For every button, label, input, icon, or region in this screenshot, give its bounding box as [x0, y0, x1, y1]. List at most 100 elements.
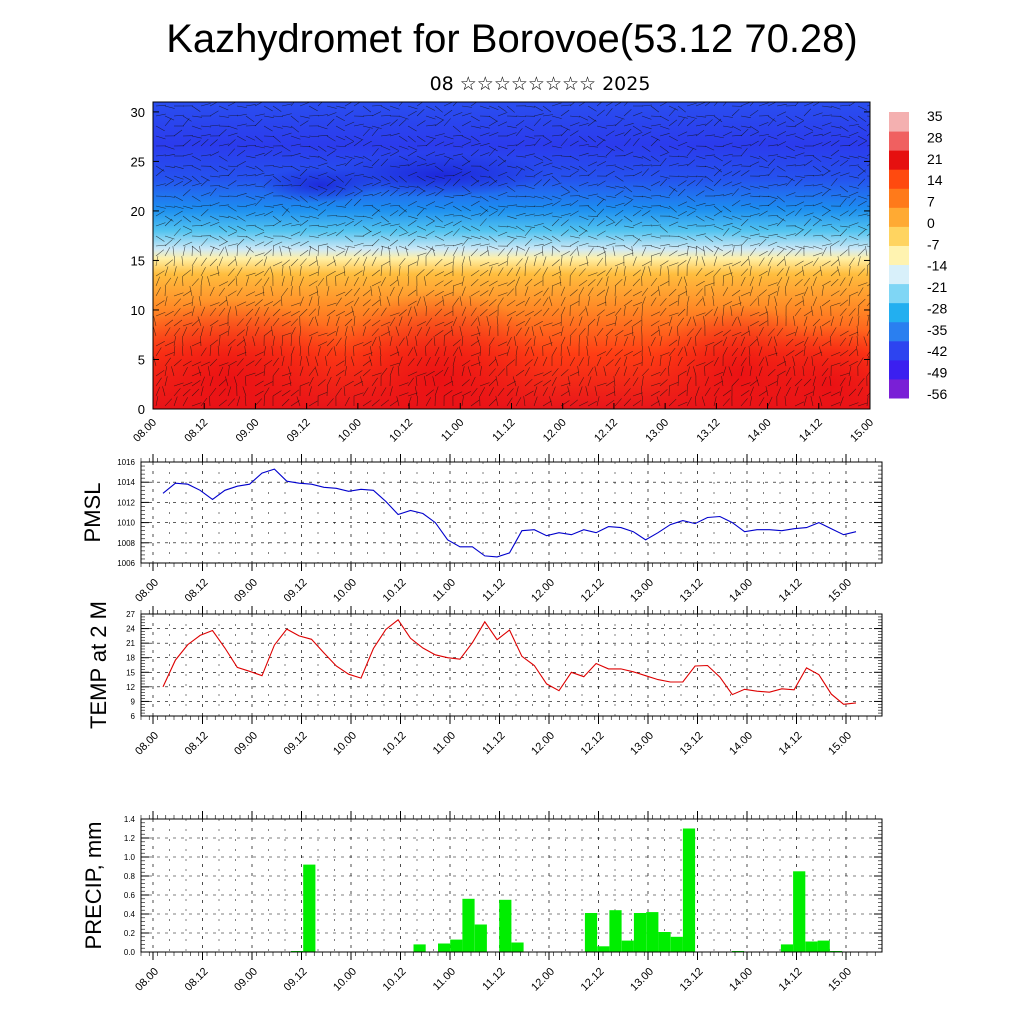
precip-chart-xtick-label: 11.00: [431, 966, 458, 993]
crosssection-xtick-label: 10.00: [336, 417, 364, 445]
precip-chart-bar: [682, 828, 696, 952]
temp-chart-ytick-label: 27: [126, 610, 135, 619]
temp-chart-xtick-label: 13.00: [628, 730, 656, 758]
crosssection-ytick-label: 20: [131, 204, 145, 219]
temp-chart: 6 9 12 15 18 21 24 27 08.00 08.12 09.00 09.12 10.00 1…: [86, 601, 883, 758]
pmsl-chart-xtick-label: 11.00: [431, 577, 458, 604]
crosssection-ytick-label: 0: [138, 402, 145, 417]
colorbar-swatch: [889, 340, 909, 361]
temp-chart-series-line: [162, 619, 857, 705]
pmsl-chart-xtick-label: 09.00: [232, 577, 260, 605]
crosssection-xtick-label: 12.12: [592, 417, 620, 445]
pmsl-chart-xtick-label: 13.12: [678, 577, 706, 605]
precip-chart-bar: [670, 936, 683, 952]
temp-chart-xtick-label: 14.12: [777, 730, 805, 758]
precip-chart-xtick-label: 15.00: [826, 966, 854, 994]
temp-chart-xtick-label: 09.00: [232, 730, 260, 758]
temp-chart-frame: [140, 613, 883, 717]
crosssection-xtick-label: 08.12: [182, 417, 210, 445]
crosssection-xtick-label: 10.12: [387, 417, 415, 445]
temp-chart-ytick-label: 21: [126, 639, 135, 648]
crosssection-ytick-label: 5: [138, 352, 145, 367]
precip-chart-ylabel: PRECIP, mm: [81, 822, 106, 950]
chart-subtitle: 08 ☆☆☆☆☆☆☆☆ 2025: [429, 73, 651, 95]
precip-chart-xtick-label: 13.00: [628, 966, 656, 994]
precip-chart-bar: [658, 932, 671, 952]
colorbar-swatch: [889, 378, 909, 399]
temp-chart-ytick-label: 6: [131, 712, 136, 721]
precip-chart-xtick-label: 11.12: [480, 966, 507, 993]
pmsl-chart-xtick-label: 08.00: [133, 577, 161, 605]
colorbar-swatch: [889, 359, 909, 380]
colorbar-swatch: [889, 150, 909, 170]
pmsl-chart-ytick-label: 1014: [117, 478, 135, 487]
precip-chart-xtick-label: 08.00: [133, 966, 161, 994]
precip-chart-bar: [793, 871, 806, 953]
temp-chart-xtick-label: 10.12: [381, 730, 409, 758]
crosssection-ytick-label: 25: [131, 154, 145, 169]
colorbar-swatch: [889, 283, 909, 304]
temp-chart-xtick-label: 11.00: [431, 730, 458, 757]
temp-chart-xtick-label: 11.12: [480, 730, 507, 757]
colorbar-label: -14: [927, 258, 947, 274]
pmsl-chart-xtick-label: 08.12: [183, 577, 211, 605]
precip-chart-bar: [450, 939, 463, 952]
temp-chart-xtick-label: 08.12: [183, 730, 211, 758]
temp-chart-ylabel: TEMP at 2 M: [86, 601, 111, 729]
pmsl-chart-xtick-label: 12.12: [579, 577, 607, 605]
pmsl-chart-xtick-label: 14.12: [777, 577, 805, 605]
pmsl-chart-xtick-label: 10.00: [331, 577, 359, 605]
precip-chart-xtick-label: 08.12: [183, 966, 211, 994]
pmsl-chart: 1006 1008 1010 1012 1014 1016 08.00 08.12 09.00 0…: [80, 454, 883, 605]
precip-chart-ytick-label: 0.6: [124, 891, 136, 900]
colorbar-swatch: [889, 188, 909, 208]
precip-chart-bar: [413, 944, 426, 952]
crosssection-xtick-label: 12.00: [541, 417, 569, 445]
colorbar-label: 14: [927, 172, 943, 188]
colorbar-label: 28: [927, 129, 943, 145]
precip-chart-bar: [609, 910, 622, 952]
pmsl-chart-ytick-label: 1012: [117, 498, 135, 507]
pmsl-chart-series-line: [162, 468, 857, 558]
precip-chart-bar: [817, 940, 830, 952]
precip-chart-xtick-label: 13.12: [678, 966, 706, 994]
precip-chart-ytick-label: 0.4: [124, 910, 136, 919]
temp-chart-xtick-label: 12.12: [579, 730, 607, 758]
temperature-cross-section: [153, 102, 870, 409]
colorbar-swatch: [889, 226, 909, 246]
colorbar-label: -21: [927, 279, 947, 295]
chart-title: Kazhydromet for Borovoe(53.12 70.28): [166, 17, 858, 61]
colorbar-label: -35: [927, 322, 947, 338]
colorbar-swatch: [889, 302, 909, 323]
pmsl-chart-xtick-label: 14.00: [727, 577, 755, 605]
crosssection-xtick-label: 14.12: [797, 417, 825, 445]
pmsl-chart-xtick-label: 09.12: [282, 577, 310, 605]
crosssection-ytick-label: 15: [131, 253, 145, 268]
temp-chart-xtick-label: 09.12: [282, 730, 310, 758]
temp-chart-xtick-label: 13.12: [678, 730, 706, 758]
precip-chart-xtick-label: 12.12: [579, 966, 607, 994]
colorbar-label: 35: [927, 108, 943, 124]
temp-chart-xtick-label: 15.00: [826, 730, 854, 758]
crosssection-ytick-label: 30: [131, 105, 145, 120]
precip-chart-bar: [780, 944, 794, 952]
crosssection-xtick-label: 09.12: [285, 417, 313, 445]
colorbar-label: -56: [927, 386, 947, 402]
temp-chart-xtick-label: 08.00: [133, 730, 161, 758]
pmsl-chart-xtick-label: 10.12: [381, 577, 409, 605]
colorbar-label: -28: [927, 300, 947, 316]
precip-chart-bar: [646, 912, 659, 952]
colorbar-label: 21: [927, 151, 943, 167]
pmsl-chart-ytick-label: 1010: [117, 519, 135, 528]
precip-chart-bar: [597, 946, 610, 952]
temp-chart-ytick-label: 12: [126, 683, 135, 692]
temp-chart-xtick-label: 14.00: [727, 730, 755, 758]
pmsl-chart-xtick-label: 12.00: [529, 577, 557, 605]
crosssection-xtick-label: 11.12: [490, 417, 517, 444]
precip-chart-xtick-label: 10.00: [331, 966, 359, 994]
precip-chart-xtick-label: 09.00: [232, 966, 260, 994]
crosssection-xtick-label: 08.00: [131, 417, 159, 445]
precip-chart-ytick-label: 1.4: [124, 815, 136, 824]
crosssection-xtick-label: 09.00: [234, 417, 262, 445]
